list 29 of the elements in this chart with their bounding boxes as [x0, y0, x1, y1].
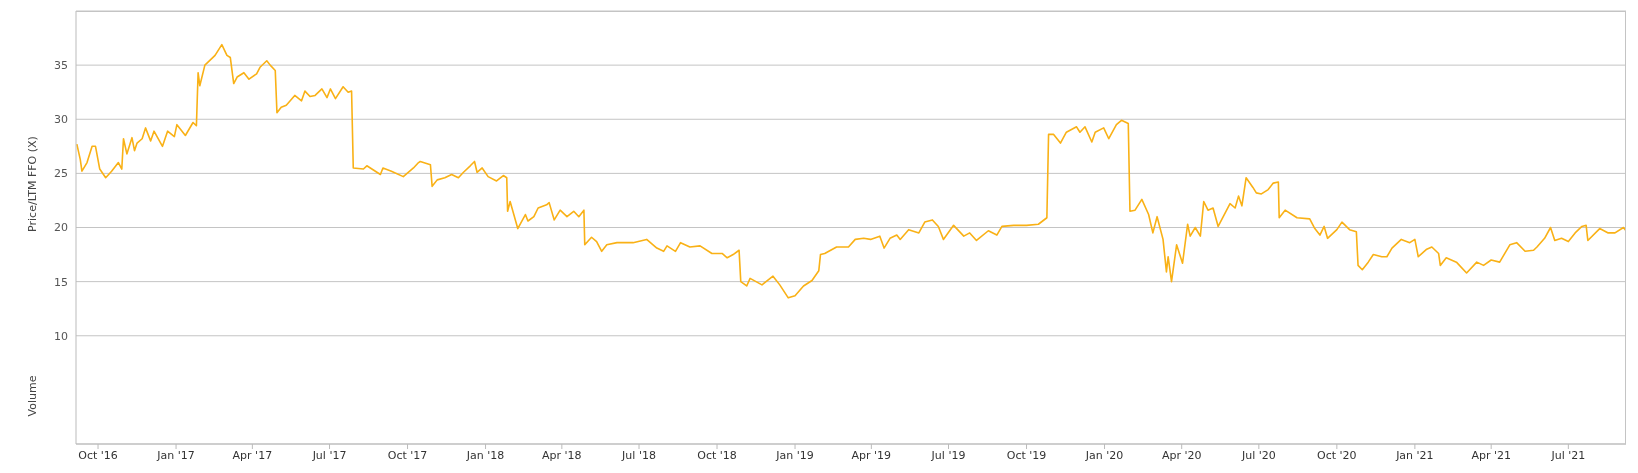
x-tick-label: Jan '20: [1084, 448, 1124, 462]
x-tick-label: Oct '16: [78, 448, 118, 462]
line-series: [76, 43, 1626, 299]
x-tick-label: Jul '19: [930, 448, 966, 462]
y-tick-label: 20: [54, 221, 68, 235]
y-tick-label: 25: [54, 167, 68, 181]
x-tick-label: Apr '21: [1471, 448, 1511, 462]
x-tick-label: Oct '17: [387, 448, 428, 462]
y-tick-label: 15: [54, 275, 68, 289]
x-tick-label: Oct '18: [697, 448, 737, 462]
x-tick-label: Apr '18: [542, 448, 582, 462]
x-tick-label: Apr '20: [1161, 448, 1202, 462]
x-tick-label: Oct '19: [1006, 448, 1047, 462]
x-tick-label: Jan '17: [156, 448, 195, 462]
y-tick-label: 35: [54, 59, 68, 73]
x-tick-label: Jul '17: [311, 448, 347, 462]
x-tick-label: Jul '21: [1550, 448, 1586, 462]
x-tick-label: Apr '17: [232, 448, 273, 462]
x-tick-label: Jul '18: [621, 448, 656, 462]
text: Volume: [25, 375, 39, 417]
x-tick-label: Jan '19: [775, 448, 814, 462]
x-tick-label: Jan '18: [465, 448, 505, 462]
y-tick-label: 10: [54, 329, 68, 343]
x-tick-label: Jan '21: [1395, 448, 1434, 462]
y-axis-title: Price/LTM FFO (X): [25, 136, 39, 233]
x-tick-label: Oct '20: [1317, 448, 1357, 462]
y-tick-label: 30: [54, 113, 68, 127]
x-tick-label: Jul '20: [1240, 448, 1276, 462]
x-tick-label: Apr '19: [851, 448, 892, 462]
